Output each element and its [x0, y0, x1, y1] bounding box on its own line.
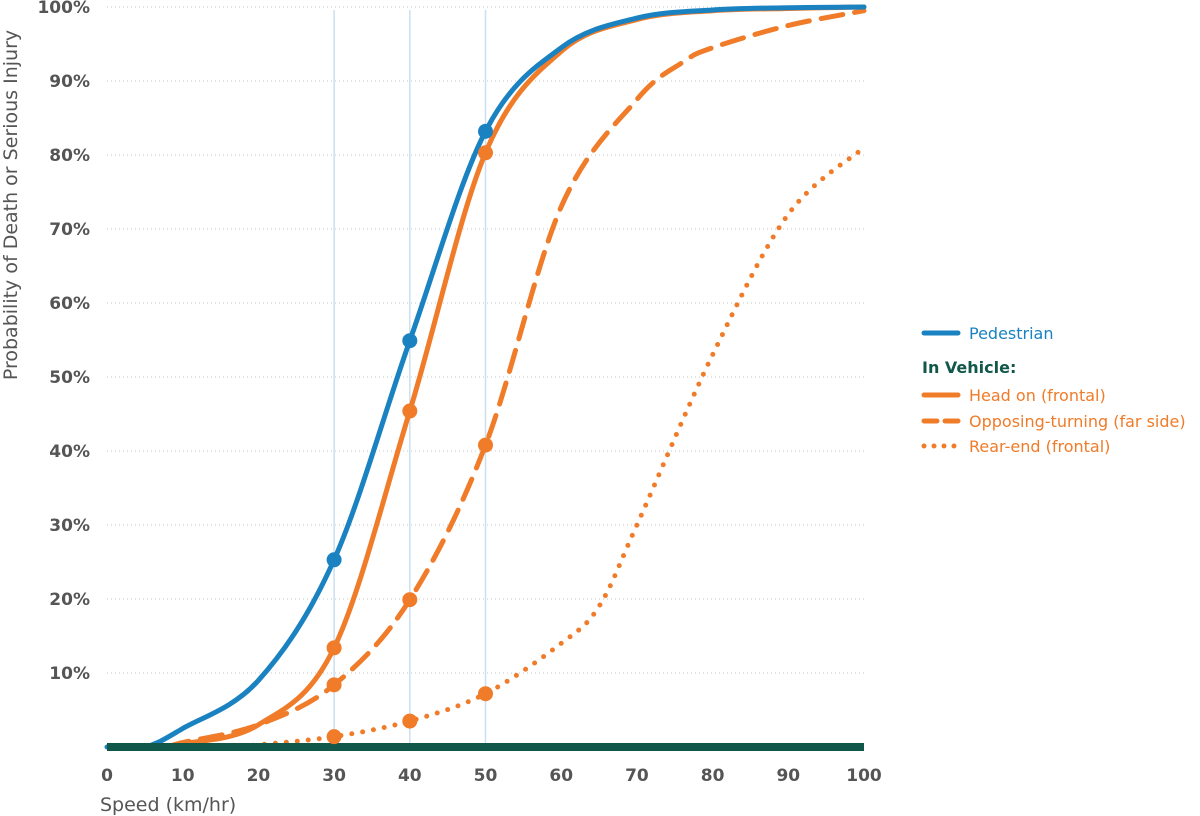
- y-tick-label: 60%: [49, 294, 90, 314]
- x-tick-label: 60: [549, 766, 573, 786]
- x-tick-label: 30: [322, 766, 346, 786]
- x-tick-label: 40: [398, 766, 422, 786]
- data-point-marker: [478, 437, 493, 453]
- legend-label-rear-end: Rear-end (frontal): [969, 437, 1110, 456]
- legend-label-head-on: Head on (frontal): [969, 386, 1106, 405]
- x-tick-labels: 0 10 20 30 40 50 60 70 80 90 100: [101, 766, 882, 786]
- y-tick-label: 10%: [49, 664, 90, 684]
- series-line-pedestrian: [104, 4, 867, 751]
- data-point-marker: [326, 729, 342, 745]
- data-point-marker: [478, 145, 493, 161]
- legend-label-opposing: Opposing-turning (far side): [969, 412, 1186, 431]
- x-tick-label: 20: [247, 766, 271, 786]
- legend: Pedestrian In Vehicle: Head on (frontal)…: [921, 324, 1186, 456]
- x-tick-label: 90: [776, 766, 800, 786]
- data-point-marker: [478, 686, 493, 702]
- y-axis-label: Probability of Death or Serious Injury: [0, 30, 22, 380]
- x-tick-label: 70: [625, 766, 649, 786]
- x-tick-label: 100: [846, 766, 882, 786]
- x-tick-label: 50: [474, 766, 498, 786]
- series-lines: [104, 4, 867, 751]
- y-tick-label: 100%: [37, 0, 90, 18]
- data-point-marker: [478, 123, 493, 139]
- x-tick-label: 0: [101, 766, 113, 786]
- series-line-rear-end-frontal: [218, 145, 867, 750]
- series-line-opposing-turning-far-side: [165, 8, 867, 750]
- y-tick-label: 20%: [49, 590, 90, 610]
- y-tick-label: 90%: [49, 72, 90, 92]
- y-tick-label: 50%: [49, 368, 90, 388]
- y-tick-label: 80%: [49, 146, 90, 166]
- data-point-marker: [402, 713, 418, 729]
- y-tick-label: 40%: [49, 442, 90, 462]
- x-axis-label: Speed (km/hr): [100, 794, 236, 816]
- data-point-marker: [402, 403, 418, 419]
- data-point-marker: [402, 333, 418, 349]
- legend-heading: In Vehicle:: [922, 358, 1016, 377]
- data-point-marker: [326, 677, 342, 693]
- reference-lines: [333, 10, 487, 747]
- y-tick-labels: 10% 20% 30% 40% 50% 60% 70% 80% 90% 100%: [37, 0, 90, 684]
- data-point-marker: [326, 640, 342, 656]
- x-tick-label: 10: [171, 766, 195, 786]
- x-axis: [107, 743, 864, 751]
- legend-label-pedestrian: Pedestrian: [969, 324, 1054, 343]
- y-tick-label: 70%: [49, 220, 90, 240]
- y-tick-label: 30%: [49, 516, 90, 536]
- data-point-marker: [326, 552, 342, 568]
- series-markers: [326, 123, 493, 745]
- data-point-marker: [402, 592, 418, 608]
- x-tick-label: 80: [701, 766, 725, 786]
